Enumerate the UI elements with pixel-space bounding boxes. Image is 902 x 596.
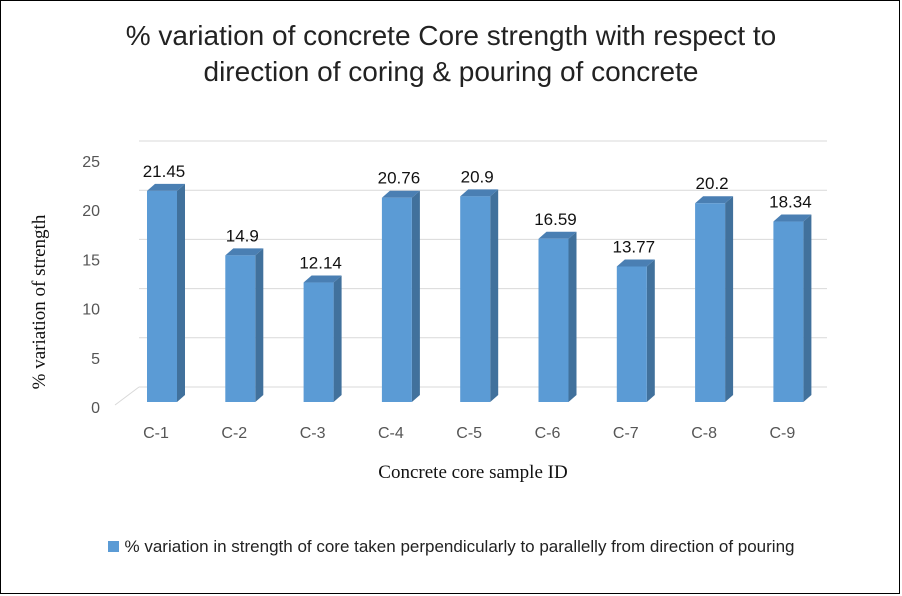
- y-tick-label: 5: [91, 351, 100, 368]
- bar-side: [568, 231, 577, 402]
- floor-edge: [114, 386, 140, 406]
- bar-side: [411, 190, 420, 402]
- x-tick-label: C-3: [300, 425, 326, 442]
- y-axis-title: % variation of strength: [29, 214, 50, 389]
- data-label: 16.59: [534, 210, 577, 229]
- data-label: 18.34: [769, 193, 812, 212]
- x-tick-label: C-4: [378, 425, 404, 442]
- x-tick-label: C-7: [613, 425, 639, 442]
- chart-title: % variation of concrete Core strength wi…: [0, 18, 902, 90]
- x-tick-label: C-9: [770, 425, 796, 442]
- bar-top: [695, 196, 734, 204]
- x-axis-title: Concrete core sample ID: [378, 462, 567, 483]
- chart-title-line-2: direction of coring & pouring of concret…: [203, 56, 699, 87]
- x-tick-label: C-1: [143, 425, 169, 442]
- chart-title-line-1: % variation of concrete Core strength wi…: [125, 20, 777, 51]
- bar-top: [225, 248, 264, 256]
- bar: [695, 203, 726, 402]
- bar: [147, 190, 177, 402]
- bar: [616, 266, 647, 402]
- bar: [381, 197, 412, 402]
- bar-top: [460, 189, 499, 197]
- legend-label: % variation in strength of core taken pe…: [124, 537, 795, 556]
- bar-side: [725, 196, 734, 402]
- bar-top: [147, 183, 185, 191]
- y-tick-label: 0: [91, 400, 100, 417]
- y-tick-label: 20: [82, 203, 100, 220]
- bar-side: [177, 183, 185, 402]
- bar-side: [646, 259, 655, 402]
- y-tick-label: 15: [82, 252, 100, 269]
- data-label: 20.76: [378, 169, 421, 188]
- bar-top: [538, 231, 577, 239]
- x-tick-label: C-5: [456, 425, 482, 442]
- bar: [460, 196, 491, 402]
- y-tick-label: 10: [82, 302, 100, 319]
- data-label: 21.45: [143, 162, 186, 181]
- bar-top: [303, 275, 342, 283]
- bar-side: [490, 189, 499, 402]
- bar-top: [773, 214, 812, 222]
- bar-side: [333, 275, 342, 402]
- data-label: 14.9: [226, 226, 259, 245]
- bar: [773, 221, 804, 402]
- bar-top: [381, 190, 420, 198]
- bar-top: [616, 259, 655, 267]
- bar-side: [803, 214, 812, 402]
- bar-side: [255, 248, 264, 402]
- bar: [303, 282, 334, 402]
- data-label: 20.2: [696, 174, 729, 193]
- data-label: 20.9: [461, 167, 494, 186]
- data-label: 13.77: [613, 238, 656, 257]
- x-tick-label: C-8: [691, 425, 717, 442]
- legend: % variation in strength of core taken pe…: [0, 537, 902, 557]
- x-tick-label: C-2: [221, 425, 247, 442]
- legend-swatch: [107, 541, 119, 552]
- bar: [538, 238, 569, 402]
- y-tick-label: 25: [82, 154, 100, 171]
- x-tick-label: C-6: [535, 425, 561, 442]
- data-label: 12.14: [299, 254, 342, 273]
- bar: [225, 255, 256, 402]
